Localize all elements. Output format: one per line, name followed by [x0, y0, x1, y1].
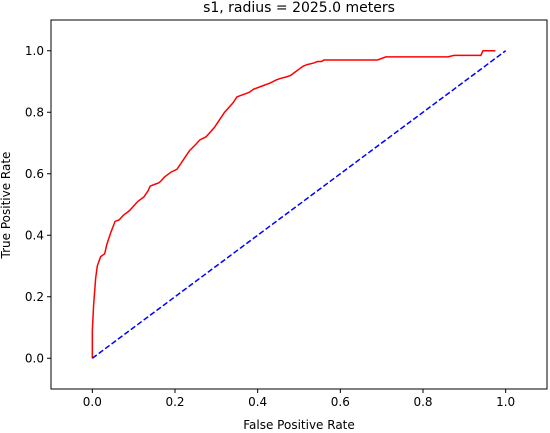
y-axis: 0.0 0.2 0.4 0.6 0.8 1.0: [25, 44, 51, 365]
axes-frame: [50, 19, 548, 390]
x-tick-label: 0.8: [413, 395, 432, 409]
y-tick-label: 0.0: [25, 351, 44, 365]
x-axis-label: False Positive Rate: [243, 418, 355, 432]
x-axis: 0.0 0.2 0.4 0.6 0.8 1.0: [83, 389, 515, 409]
x-tick-label: 0.4: [248, 395, 267, 409]
roc-curve-line: [91, 50, 496, 359]
y-tick-label: 0.4: [25, 228, 44, 242]
y-tick-label: 0.8: [25, 105, 44, 119]
chart-title: s1, radius = 2025.0 meters: [203, 0, 395, 16]
plot-area: [91, 50, 507, 359]
x-tick-label: 0.2: [165, 395, 184, 409]
y-tick-label: 0.6: [25, 167, 44, 181]
chance-line: [91, 50, 507, 359]
y-tick-label: 0.2: [25, 290, 44, 304]
x-tick-label: 0.6: [331, 395, 350, 409]
y-tick-label: 1.0: [25, 44, 44, 58]
x-tick-label: 0.0: [83, 395, 102, 409]
x-tick-label: 1.0: [496, 395, 515, 409]
y-axis-label: True Positive Rate: [0, 152, 13, 260]
